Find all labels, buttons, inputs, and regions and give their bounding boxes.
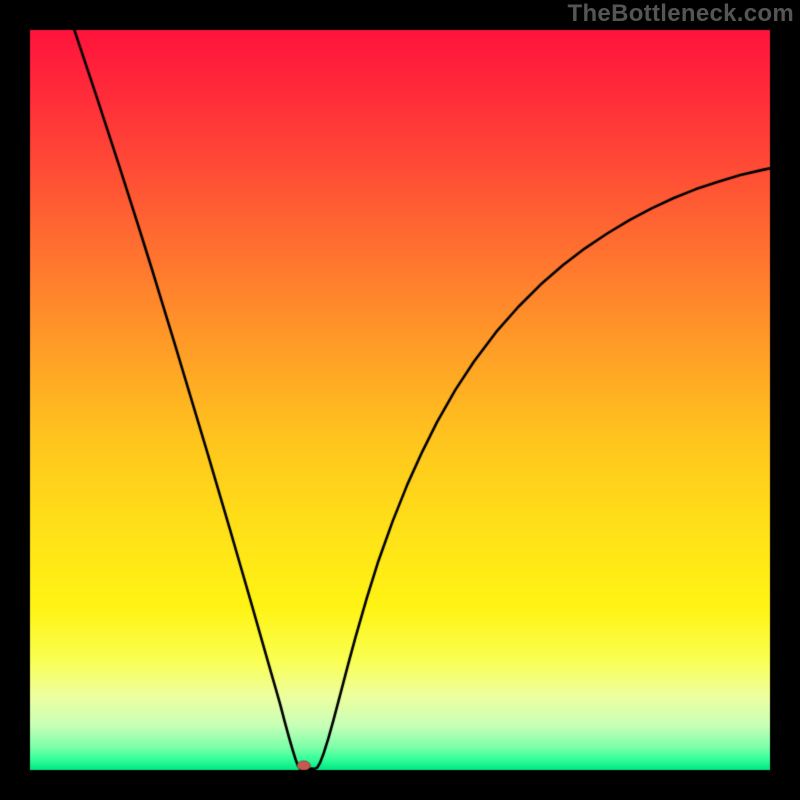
chart-frame: TheBottleneck.com	[0, 0, 800, 800]
bottleneck-curve-chart	[0, 0, 800, 800]
watermark-label: TheBottleneck.com	[568, 0, 794, 28]
